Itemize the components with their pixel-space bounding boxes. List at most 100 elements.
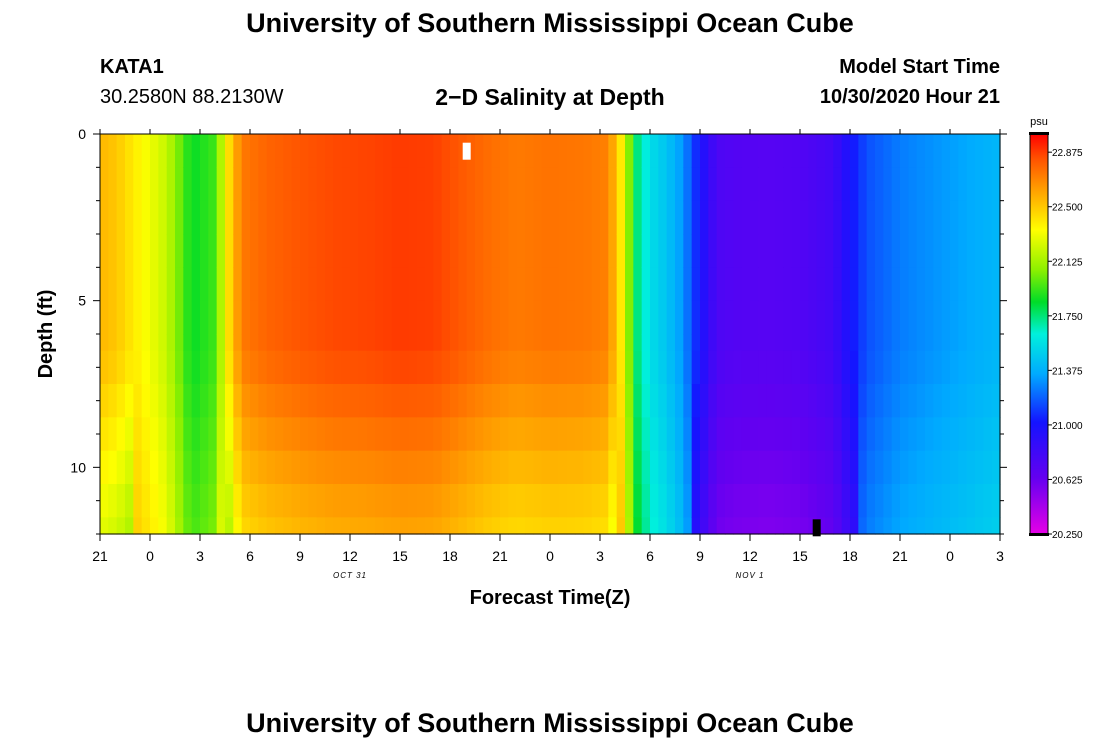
heatmap-cell [908,200,918,235]
heatmap-cell [783,300,793,335]
heatmap-cell [833,200,843,235]
heatmap-cell [191,517,201,535]
heatmap-cell [150,484,159,518]
heatmap-cell [933,267,943,302]
heatmap-cell [575,417,584,452]
x-tick-label: 3 [996,548,1004,564]
heatmap-cell [383,384,393,418]
heatmap-cell [275,450,284,485]
heatmap-cell [533,234,543,268]
heatmap-cell [608,200,618,235]
heatmap-cell [450,200,459,235]
heatmap-cell [133,234,143,268]
heatmap-cell [825,267,834,302]
heatmap-cell [791,200,801,235]
heatmap-cell [225,350,234,385]
heatmap-cell [650,484,659,518]
heatmap-cell [200,167,209,202]
heatmap-cell [866,450,876,485]
heatmap-cell [358,350,368,385]
heatmap-cell [250,234,259,268]
heatmap-cell [750,384,759,418]
heatmap-cell [983,167,993,202]
heatmap-cell [133,450,143,485]
heatmap-cell [133,384,143,418]
heatmap-cell [966,167,976,202]
heatmap-cell [433,300,443,335]
heatmap-cell [333,484,343,518]
heatmap-cell [200,417,209,452]
heatmap-cell [858,334,868,352]
heatmap-cell [633,167,643,202]
heatmap-cell [950,484,959,518]
heatmap-cell [775,384,784,418]
heatmap-cell [241,167,251,202]
heatmap-cell [225,200,234,235]
heatmap-cell [208,167,218,202]
heatmap-cell [166,350,176,385]
heatmap-cell [891,517,901,535]
heatmap-cell [941,350,951,385]
heatmap-cell [166,300,176,335]
heatmap-cell [525,200,534,235]
heatmap-cell [500,484,509,518]
x-tick-label: 21 [492,548,508,564]
heatmap-cell [858,450,868,485]
heatmap-cell [116,350,126,385]
heatmap-cell [358,200,368,235]
x-tick-label: 21 [92,548,108,564]
heatmap-cell [233,167,243,202]
x-tick-label: 6 [246,548,254,564]
heatmap-cell [291,417,301,452]
heatmap-cell [691,267,701,302]
heatmap-cell [600,350,609,385]
heatmap-cell [891,484,901,518]
heatmap-cell [875,417,884,452]
heatmap-cell [591,350,601,385]
heatmap-cell [750,450,759,485]
heatmap-cell [358,450,368,485]
heatmap-cell [150,300,159,335]
heatmap-cell [958,517,968,535]
heatmap-cell [133,334,143,352]
heatmap-cell [183,267,193,302]
heatmap-cell [416,234,426,268]
heatmap-cell [783,484,793,518]
heatmap-cell [475,384,484,418]
heatmap-cell [758,450,768,485]
heatmap-cell [150,200,159,235]
heatmap-cell [158,200,168,235]
heatmap-cell [441,167,451,202]
heatmap-cell [525,167,534,202]
heatmap-cell [158,334,168,352]
heatmap-cell [625,234,634,268]
heatmap-cell [266,334,276,352]
heatmap-cell [950,350,959,385]
heatmap-cell [216,200,226,235]
heatmap-cell [325,134,334,168]
heatmap-cell [983,134,993,168]
colorbar-bar [1029,133,1049,535]
heatmap-cell [383,417,393,452]
heatmap-cell [200,134,209,168]
heatmap-cell [158,134,168,168]
heatmap-cell [300,267,309,302]
heatmap-cell [983,350,993,385]
heatmap-cell [841,450,851,485]
heatmap-cell [275,234,284,268]
heatmap-cell [816,267,826,302]
heatmap-cell [333,450,343,485]
heatmap-cell [666,300,676,335]
heatmap-cell [775,484,784,518]
heatmap-cell [108,234,118,268]
heatmap-cell [216,300,226,335]
heatmap-cell [891,384,901,418]
heatmap-cell [583,517,593,535]
heatmap-cell [983,484,993,518]
heatmap-cell [450,350,459,385]
heatmap-cell [416,300,426,335]
heatmap-cell [800,234,809,268]
heatmap-cell [591,300,601,335]
heatmap-cell [516,384,526,418]
heatmap-cell [741,300,751,335]
